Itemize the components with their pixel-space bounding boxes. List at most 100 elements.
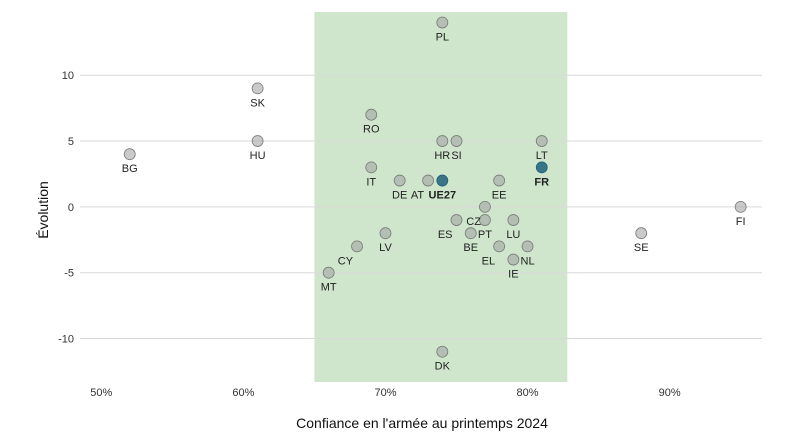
point-label: FI: [736, 216, 746, 228]
data-point: [365, 108, 378, 121]
data-point: [521, 240, 534, 253]
y-axis-title: Évolution: [35, 181, 51, 239]
data-point-marker: [123, 148, 136, 161]
data-point: [535, 135, 548, 147]
data-point-marker: [464, 227, 477, 240]
data-point: [734, 200, 747, 213]
point-label: EE: [492, 190, 507, 202]
point-label: HU: [250, 150, 266, 162]
data-point-marker: [493, 240, 506, 253]
data-point-marker: [422, 174, 435, 187]
data-point-marker: [251, 82, 264, 95]
data-point-marker: [351, 240, 363, 253]
data-point-marker: [322, 266, 335, 279]
y-tick-label: 10: [62, 70, 74, 82]
data-point: [493, 174, 506, 187]
point-label: FR: [534, 176, 549, 188]
point-label: DK: [435, 361, 451, 373]
x-tick-label: 80%: [517, 387, 539, 399]
shaded-band: [314, 12, 568, 382]
data-point: [450, 214, 463, 226]
data-point: [251, 135, 264, 147]
data-point: [507, 253, 520, 266]
data-point-marker: [436, 174, 449, 187]
data-point: [322, 266, 335, 279]
data-point-layer: [123, 16, 747, 358]
point-label: MT: [321, 282, 337, 294]
data-point: [493, 240, 506, 253]
y-tick-label: 5: [68, 136, 74, 148]
data-point: [422, 174, 435, 187]
data-point-marker: [635, 227, 648, 240]
point-label: LU: [506, 229, 520, 241]
point-label: HR: [434, 150, 450, 162]
point-label: EL: [482, 255, 495, 267]
data-point-marker: [507, 253, 520, 266]
point-label: LT: [536, 150, 548, 162]
point-label: BG: [122, 163, 138, 175]
data-point: [479, 200, 491, 213]
data-point: [379, 227, 392, 240]
data-point: [635, 227, 648, 240]
data-point-marker: [450, 135, 463, 147]
data-point: [479, 214, 491, 226]
point-label: CZ: [466, 216, 481, 228]
y-tick-label: -10: [58, 334, 74, 346]
point-label: AT: [411, 190, 425, 202]
data-point: [464, 227, 477, 240]
point-label: BE: [463, 242, 478, 254]
data-point: [535, 161, 548, 174]
gridline-layer: [80, 74, 762, 340]
x-axis-title: Confiance en l'armée au printemps 2024: [296, 415, 548, 431]
shaded-band-layer: [314, 12, 568, 382]
point-label: SE: [634, 242, 649, 254]
point-label-layer: PL SK RO BG HU HR SI LT IT FR DE AT UE27 EE FI CZ ES PT LU…: [122, 32, 746, 373]
x-tick-label: 70%: [374, 387, 396, 399]
data-point-marker: [393, 174, 406, 187]
data-point-marker: [479, 200, 491, 213]
tick-label-layer: 10 5 0 -5 -10 50% 60% 70% 80% 90%: [58, 70, 681, 399]
point-label: PT: [478, 229, 492, 241]
data-point: [436, 345, 449, 358]
point-label: SK: [250, 97, 265, 109]
data-point-marker: [436, 16, 449, 29]
y-tick-label: 0: [68, 202, 74, 214]
point-label: CY: [338, 255, 354, 267]
point-label: LV: [379, 242, 392, 254]
point-label: IT: [366, 176, 376, 188]
data-point-marker: [493, 174, 506, 187]
data-point: [123, 148, 136, 161]
data-point-marker: [436, 135, 449, 147]
data-point-marker: [734, 200, 747, 213]
data-point-marker: [479, 214, 491, 226]
point-label: IE: [508, 269, 518, 281]
data-point-marker: [365, 161, 378, 174]
data-point-marker: [365, 108, 378, 121]
data-point: [393, 174, 406, 187]
x-tick-label: 60%: [232, 387, 254, 399]
data-point-marker: [379, 227, 392, 240]
point-label: DE: [392, 190, 407, 202]
data-point: [436, 174, 449, 187]
point-label: NL: [521, 255, 535, 267]
data-point-marker: [535, 161, 548, 174]
data-point: [436, 16, 449, 29]
data-point-marker: [436, 345, 449, 358]
point-label: PL: [436, 32, 449, 44]
x-tick-label: 50%: [90, 387, 112, 399]
data-point-marker: [450, 214, 463, 226]
point-label: ES: [438, 229, 453, 241]
y-tick-label: -5: [64, 268, 74, 280]
data-point-marker: [251, 135, 264, 147]
data-point: [365, 161, 378, 174]
data-point: [351, 240, 363, 253]
point-label: RO: [363, 124, 380, 136]
data-point: [507, 214, 520, 226]
point-label: UE27: [429, 190, 457, 202]
data-point-marker: [521, 240, 534, 253]
data-point: [436, 135, 449, 147]
point-label: SI: [451, 150, 461, 162]
data-point: [251, 82, 264, 95]
